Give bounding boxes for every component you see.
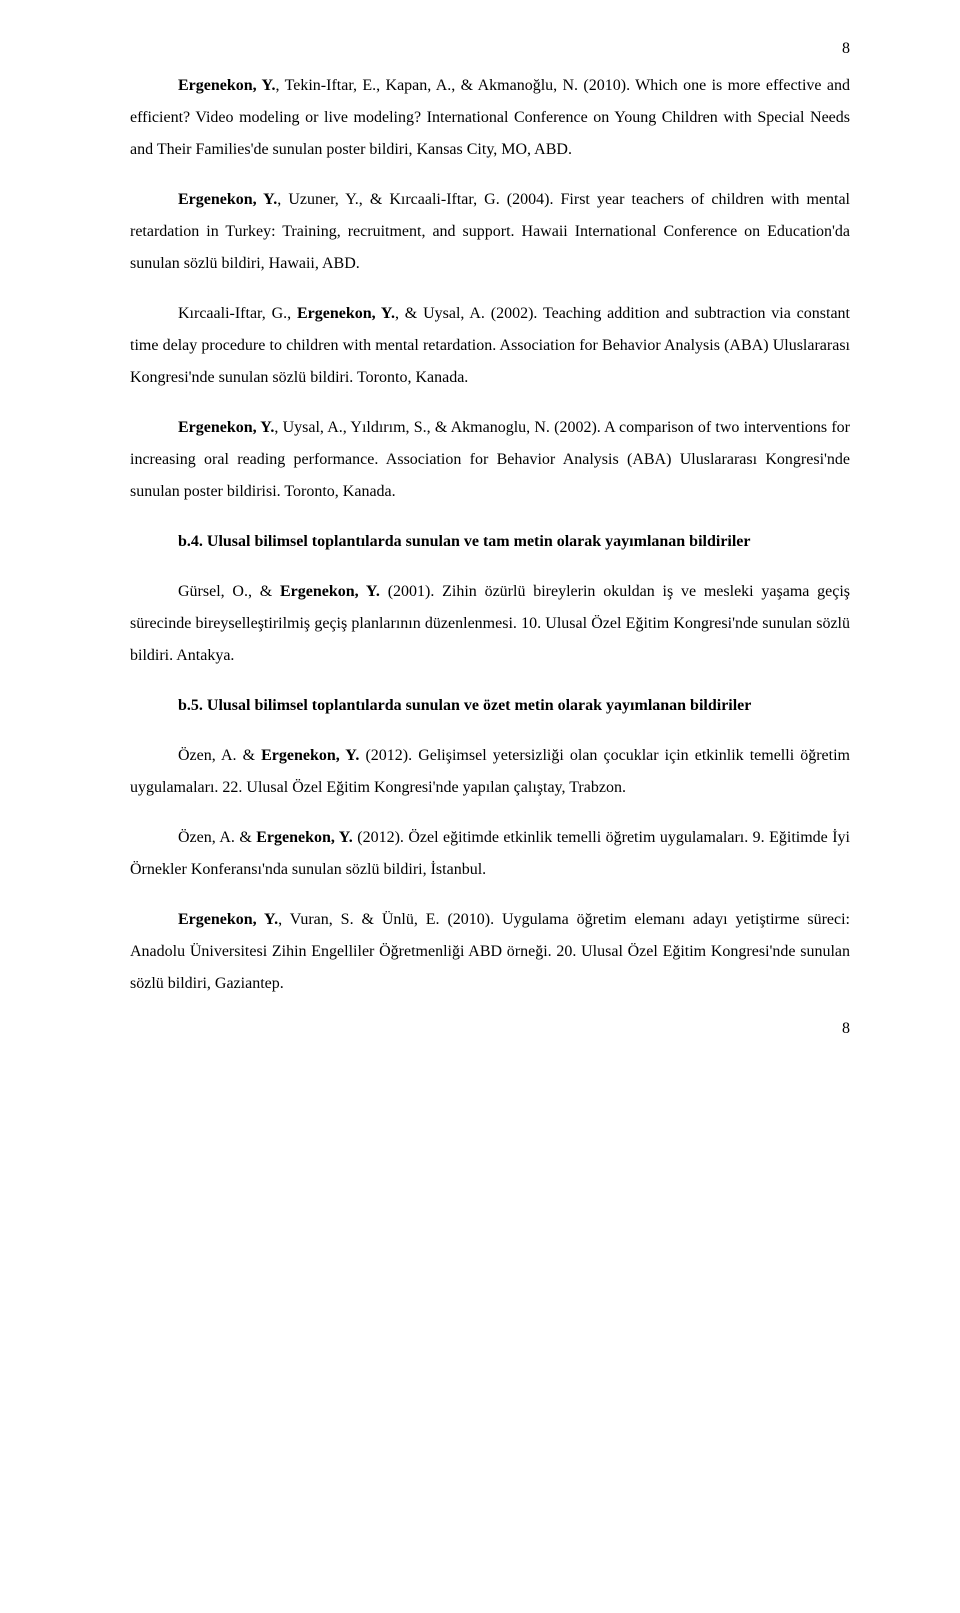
reference-paragraph: Ergenekon, Y., Vuran, S. & Ünlü, E. (201…	[130, 904, 850, 1000]
section-heading: b.5. Ulusal bilimsel toplantılarda sunul…	[130, 690, 850, 722]
author-bold: Ergenekon, Y.	[178, 911, 278, 928]
reference-text: Özen, A. &	[178, 829, 256, 846]
page-number-bottom: 8	[842, 1020, 850, 1038]
reference-paragraph: Kırcaali-Iftar, G., Ergenekon, Y., & Uys…	[130, 298, 850, 394]
reference-paragraph: Ergenekon, Y., Uysal, A., Yıldırım, S., …	[130, 412, 850, 508]
author-bold: Ergenekon, Y.	[178, 77, 276, 94]
page-number-top: 8	[842, 40, 850, 58]
author-bold: Ergenekon, Y.	[261, 747, 359, 764]
reference-paragraph: Ergenekon, Y., Tekin-Iftar, E., Kapan, A…	[130, 70, 850, 166]
heading-text: b.4. Ulusal bilimsel toplantılarda sunul…	[178, 533, 751, 550]
reference-paragraph: Ergenekon, Y., Uzuner, Y., & Kırcaali-If…	[130, 184, 850, 280]
document-page: 8 Ergenekon, Y., Tekin-Iftar, E., Kapan,…	[0, 0, 960, 1078]
section-heading: b.4. Ulusal bilimsel toplantılarda sunul…	[130, 526, 850, 558]
reference-paragraph: Özen, A. & Ergenekon, Y. (2012). Gelişim…	[130, 740, 850, 804]
heading-text: b.5. Ulusal bilimsel toplantılarda sunul…	[178, 697, 751, 714]
reference-text: Özen, A. &	[178, 747, 261, 764]
author-bold: Ergenekon, Y.	[280, 583, 380, 600]
author-bold: Ergenekon, Y.	[256, 829, 353, 846]
author-bold: Ergenekon, Y.	[178, 191, 277, 208]
reference-text: Gürsel, O., &	[178, 583, 280, 600]
reference-paragraph: Özen, A. & Ergenekon, Y. (2012). Özel eğ…	[130, 822, 850, 886]
reference-text: Kırcaali-Iftar, G.,	[178, 305, 297, 322]
author-bold: Ergenekon, Y.	[178, 419, 274, 436]
reference-paragraph: Gürsel, O., & Ergenekon, Y. (2001). Zihi…	[130, 576, 850, 672]
author-bold: Ergenekon, Y.	[297, 305, 395, 322]
